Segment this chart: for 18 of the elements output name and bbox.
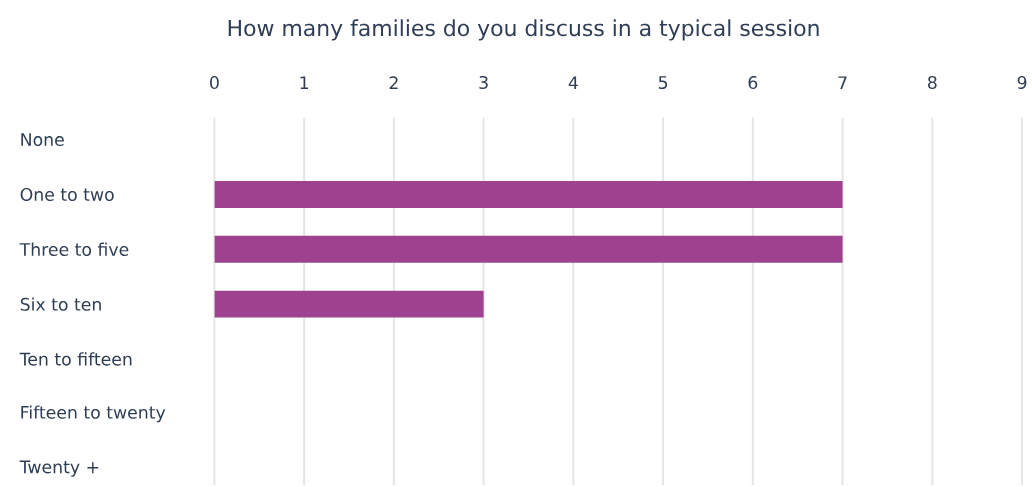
x-tick-label: 5: [658, 76, 668, 90]
y-tick-label: One to two: [20, 188, 114, 202]
x-tick-label: 3: [479, 76, 488, 90]
x-tick-label: 1: [300, 76, 309, 90]
x-tick-label: 7: [838, 76, 847, 90]
x-tick-label: 8: [927, 76, 937, 90]
y-tick-label: Three to five: [19, 242, 129, 257]
x-tick-label: 6: [748, 76, 758, 90]
x-tick-label: 4: [568, 76, 578, 90]
y-tick-label: Fifteen to twenty: [21, 405, 166, 423]
y-tick-label: Ten to fifteen: [19, 352, 132, 366]
y-tick-label: None: [21, 133, 64, 147]
y-tick-label: Twenty +: [19, 460, 99, 477]
x-tick-label: 0: [210, 76, 219, 90]
x-tick-label: 2: [389, 76, 398, 90]
chart-title: How many families do you discuss in a typical session: [228, 19, 819, 41]
y-tick-label: Six to ten: [20, 297, 101, 312]
x-tick-label: 9: [1017, 76, 1027, 90]
